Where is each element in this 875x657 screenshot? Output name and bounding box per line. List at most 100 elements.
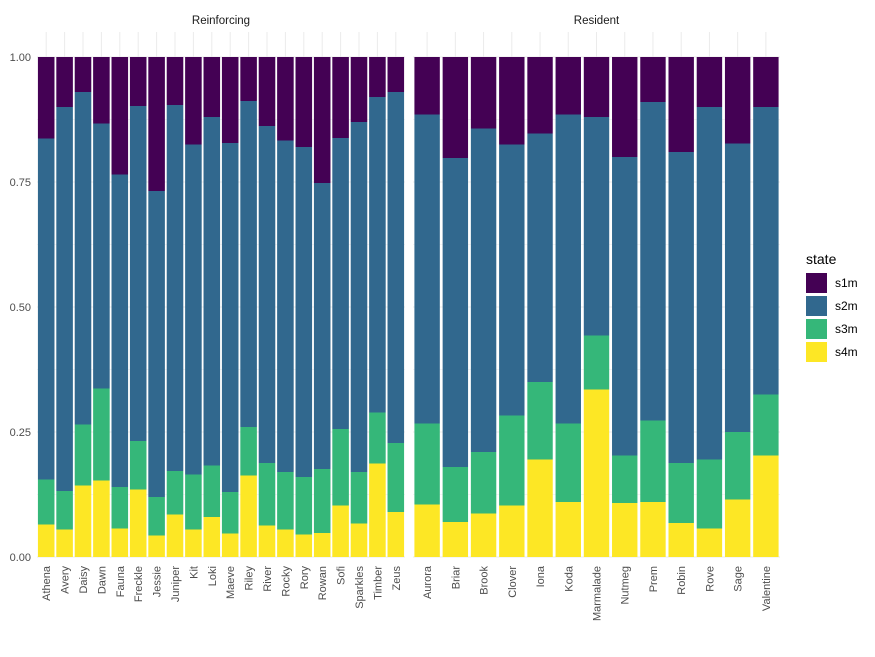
facet-strip-label: Reinforcing	[192, 15, 250, 27]
bar-segment-s2m	[350, 122, 368, 472]
bar-iona	[527, 57, 553, 557]
bar-segment-s1m	[111, 57, 129, 175]
bar-segment-s2m	[369, 97, 386, 413]
bar-segment-s4m	[350, 523, 368, 557]
bar-rory	[295, 57, 313, 557]
bar-brook	[470, 57, 497, 557]
bar-segment-s1m	[277, 57, 294, 141]
bar-timber	[369, 57, 386, 557]
bar-segment-s4m	[753, 455, 779, 557]
bar-segment-s2m	[258, 126, 276, 463]
bar-segment-s1m	[56, 57, 73, 107]
bar-segment-s3m	[295, 477, 313, 535]
bar-segment-s1m	[221, 57, 239, 143]
bar-segment-s3m	[185, 474, 202, 530]
bar-segment-s4m	[74, 485, 92, 557]
bar-segment-s1m	[527, 57, 553, 134]
bar-segment-s4m	[612, 503, 638, 557]
x-tick-label: Rowan	[317, 566, 329, 600]
bar-segment-s3m	[93, 388, 110, 481]
y-tick-label: 0.50	[10, 302, 31, 314]
bar-segment-s3m	[111, 487, 129, 529]
bar-jessie	[148, 57, 165, 557]
bar-segment-s2m	[387, 92, 405, 443]
bar-segment-s3m	[555, 423, 581, 502]
bar-segment-s4m	[369, 463, 386, 557]
bar-segment-s1m	[470, 57, 497, 129]
bar-segment-s2m	[295, 147, 313, 477]
bar-segment-s3m	[350, 472, 368, 524]
bar-athena	[37, 57, 55, 557]
bar-segment-s3m	[640, 420, 666, 502]
y-tick-label: 0.25	[10, 427, 31, 439]
bar-zeus	[387, 57, 405, 557]
bar-segment-s1m	[74, 57, 92, 92]
bar-segment-s1m	[129, 57, 147, 106]
bar-segment-s3m	[696, 459, 723, 529]
bar-segment-s2m	[527, 133, 553, 382]
bar-segment-s3m	[470, 452, 497, 514]
bar-segment-s2m	[470, 128, 497, 452]
bar-segment-s2m	[696, 107, 723, 460]
bar-prem	[640, 57, 666, 557]
bar-segment-s4m	[527, 459, 553, 557]
bar-juniper	[166, 57, 184, 557]
x-tick-label: Fauna	[115, 565, 127, 597]
x-tick-label: Prem	[648, 566, 660, 592]
bar-segment-s2m	[56, 107, 73, 491]
x-tick-label: Daisy	[78, 566, 90, 594]
bar-segment-s3m	[612, 455, 638, 503]
bar-segment-s2m	[93, 123, 110, 389]
bar-segment-s4m	[240, 475, 257, 557]
bar-dawn	[93, 57, 110, 557]
bar-segment-s4m	[668, 523, 694, 557]
bar-segment-s1m	[93, 57, 110, 124]
bar-nutmeg	[612, 57, 638, 557]
bar-rove	[696, 57, 723, 557]
bar-segment-s3m	[166, 471, 184, 515]
bar-segment-s2m	[240, 101, 257, 427]
x-tick-label: Aurora	[422, 565, 434, 599]
bar-segment-s4m	[313, 533, 331, 557]
bar-segment-s2m	[724, 143, 751, 432]
x-tick-label: Rove	[704, 566, 716, 592]
bar-avery	[56, 57, 73, 557]
x-tick-label: River	[262, 566, 274, 592]
bar-segment-s4m	[295, 534, 313, 557]
bar-segment-s2m	[612, 157, 638, 456]
x-tick-label: Clover	[507, 566, 519, 598]
bar-segment-s2m	[203, 117, 221, 466]
legend-label-s2m: s2m	[835, 299, 858, 313]
bar-segment-s3m	[148, 497, 165, 536]
bar-segment-s4m	[258, 525, 276, 557]
legend-swatch-s3m	[806, 319, 827, 339]
bar-segment-s1m	[499, 57, 525, 145]
bar-segment-s2m	[442, 158, 469, 467]
x-tick-label: Sparkles	[354, 566, 366, 609]
bar-segment-s4m	[583, 389, 610, 557]
bar-segment-s2m	[583, 117, 610, 336]
bar-segment-s4m	[499, 505, 525, 557]
grid	[37, 32, 405, 558]
bar-segment-s3m	[240, 427, 257, 476]
bar-segment-s3m	[313, 469, 331, 533]
bar-segment-s4m	[555, 502, 581, 557]
bar-segment-s2m	[74, 92, 92, 425]
bar-segment-s2m	[640, 102, 666, 421]
x-tick-label: Dawn	[96, 566, 108, 594]
bar-fauna	[111, 57, 129, 557]
bar-segment-s4m	[203, 517, 221, 557]
legend-title: state	[806, 251, 837, 267]
x-tick-label: Koda	[563, 565, 575, 592]
bar-segment-s3m	[527, 382, 553, 460]
bar-segment-s1m	[555, 57, 581, 115]
bar-robin	[668, 57, 694, 557]
bar-valentine	[753, 57, 779, 557]
x-tick-label: Rocky	[280, 566, 292, 597]
bar-segment-s1m	[313, 57, 331, 183]
bar-segment-s1m	[166, 57, 184, 105]
bar-segment-s2m	[277, 140, 294, 472]
bar-koda	[555, 57, 581, 557]
bar-loki	[203, 57, 221, 557]
bar-segment-s3m	[129, 441, 147, 490]
